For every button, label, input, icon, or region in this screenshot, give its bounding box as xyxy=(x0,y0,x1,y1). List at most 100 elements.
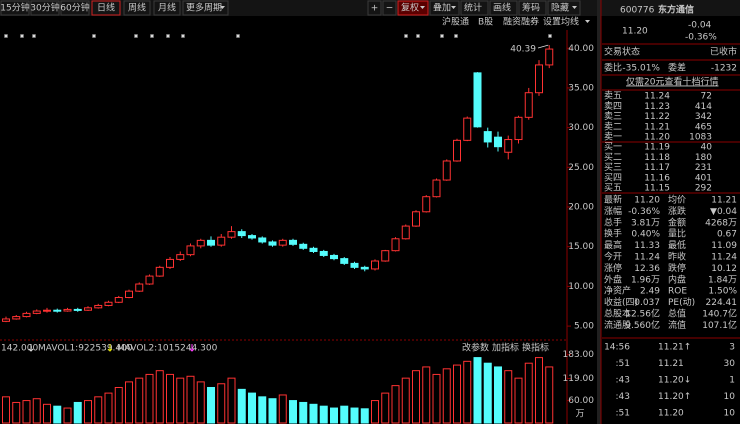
indicator-button[interactable]: 加指标 xyxy=(492,342,519,354)
book-label: 买四 xyxy=(604,172,622,183)
indicator-value: 142.000 xyxy=(1,344,38,354)
event-marker xyxy=(150,34,154,38)
volume-bar xyxy=(258,396,267,424)
stat-value: 11.33 xyxy=(634,241,660,251)
tool-button[interactable] xyxy=(367,0,382,16)
stat-label: 流通股 xyxy=(604,319,631,331)
volume-bar xyxy=(535,357,543,424)
book-label: 买一 xyxy=(604,142,622,153)
event-marker xyxy=(404,34,408,38)
volume-bar xyxy=(504,370,513,424)
candle-body xyxy=(381,250,390,262)
book-volume: 401 xyxy=(695,173,712,183)
volume-bar xyxy=(412,370,420,424)
period-button[interactable] xyxy=(60,0,90,16)
promo-link[interactable]: 仅需20元查看十档行情 xyxy=(626,76,718,88)
sub-tool[interactable]: 设置均线 xyxy=(543,16,579,28)
tool-button[interactable] xyxy=(547,0,581,16)
indicator-arrow xyxy=(28,344,34,352)
period-button[interactable] xyxy=(0,0,30,16)
period-button[interactable] xyxy=(123,0,151,16)
candle-body xyxy=(545,48,554,66)
period-button[interactable] xyxy=(91,0,121,16)
volume-bar xyxy=(94,396,103,424)
stat-label: 外盘 xyxy=(604,273,622,285)
period-button[interactable] xyxy=(153,0,181,16)
stat-value: 1.96万 xyxy=(631,275,660,285)
book-price: 11.23 xyxy=(644,102,670,112)
tool-button[interactable] xyxy=(382,0,397,16)
stat-value: 0.67 xyxy=(717,230,737,240)
peak-pointer xyxy=(537,44,549,49)
indicator-value: MAVOL1:922539.400 xyxy=(38,344,133,354)
candle-body xyxy=(391,238,400,252)
volume-bar xyxy=(22,400,31,424)
book-price: 11.20 xyxy=(644,133,670,143)
stat-value: 9.560亿 xyxy=(625,319,660,331)
volume-bar xyxy=(84,400,92,424)
stat-value: 12.36 xyxy=(634,264,660,274)
sub-tool[interactable]: 沪股通 xyxy=(442,16,469,28)
indicator-arrow xyxy=(189,344,195,352)
indicator-button[interactable]: 改参数 xyxy=(462,342,489,354)
volume-bar xyxy=(401,377,410,424)
candle-body xyxy=(299,243,308,249)
tick-time: :43 xyxy=(616,376,630,386)
diff-value: -1232 xyxy=(711,64,737,74)
candle-body xyxy=(22,312,31,318)
volume-bar xyxy=(145,373,154,424)
tool-button[interactable] xyxy=(460,0,489,16)
candle-body xyxy=(145,275,154,285)
book-price: 11.21 xyxy=(644,122,670,132)
book-volume: 72 xyxy=(701,92,712,102)
book-volume: 465 xyxy=(695,122,712,132)
stat-label: 涨幅 xyxy=(604,205,622,217)
candle-body xyxy=(2,318,10,322)
tool-button[interactable] xyxy=(518,0,547,16)
candle-body xyxy=(350,262,359,268)
tool-button[interactable] xyxy=(489,0,518,16)
stat-value: 107.1亿 xyxy=(702,319,737,331)
y-tick-label: 25.00 xyxy=(568,163,594,173)
event-marker xyxy=(236,34,240,38)
tool-label: + xyxy=(371,4,379,14)
tick-price: 11.21 xyxy=(658,359,684,369)
event-marker xyxy=(416,34,420,38)
stat-value: 1.84万 xyxy=(708,275,737,285)
sub-tool[interactable]: 融资融券 xyxy=(503,16,539,28)
stat-value: 11.24 xyxy=(634,253,660,263)
stat-label: 最高 xyxy=(604,239,622,251)
dropdown-caret xyxy=(585,20,590,23)
sub-tool[interactable]: B股 xyxy=(478,17,493,28)
stat-label: 最新 xyxy=(604,194,622,206)
volume-bar xyxy=(12,401,21,424)
candle-body xyxy=(371,260,379,270)
volume-bar xyxy=(371,400,379,424)
candle-body xyxy=(258,237,267,243)
candle-body xyxy=(248,235,256,239)
candle-body xyxy=(94,304,103,309)
price-pct: -0.36% xyxy=(685,33,717,43)
indicator-button[interactable]: 换指标 xyxy=(522,342,549,354)
volume-bar xyxy=(524,362,533,424)
book-price: 11.19 xyxy=(644,143,670,153)
stat-label: 总手 xyxy=(604,216,622,228)
stat-label: 均价 xyxy=(668,194,686,206)
book-volume: 231 xyxy=(695,163,712,173)
y-tick-label: 15.00 xyxy=(568,242,594,252)
tick-time: :51 xyxy=(616,409,630,419)
period-button[interactable] xyxy=(182,0,229,16)
dropdown-caret xyxy=(451,6,456,9)
book-price: 11.22 xyxy=(644,112,670,122)
period-label: 30分钟 xyxy=(30,2,59,14)
book-price: 11.18 xyxy=(644,153,670,163)
event-marker xyxy=(440,34,444,38)
stat-label: 金额 xyxy=(668,216,686,228)
volume-bar xyxy=(237,388,246,424)
tool-button[interactable] xyxy=(397,0,429,16)
scroll-bar xyxy=(597,0,601,424)
tool-button[interactable] xyxy=(429,0,460,16)
candle-body xyxy=(289,239,297,245)
period-button[interactable] xyxy=(30,0,60,16)
volume-bar xyxy=(514,377,523,424)
